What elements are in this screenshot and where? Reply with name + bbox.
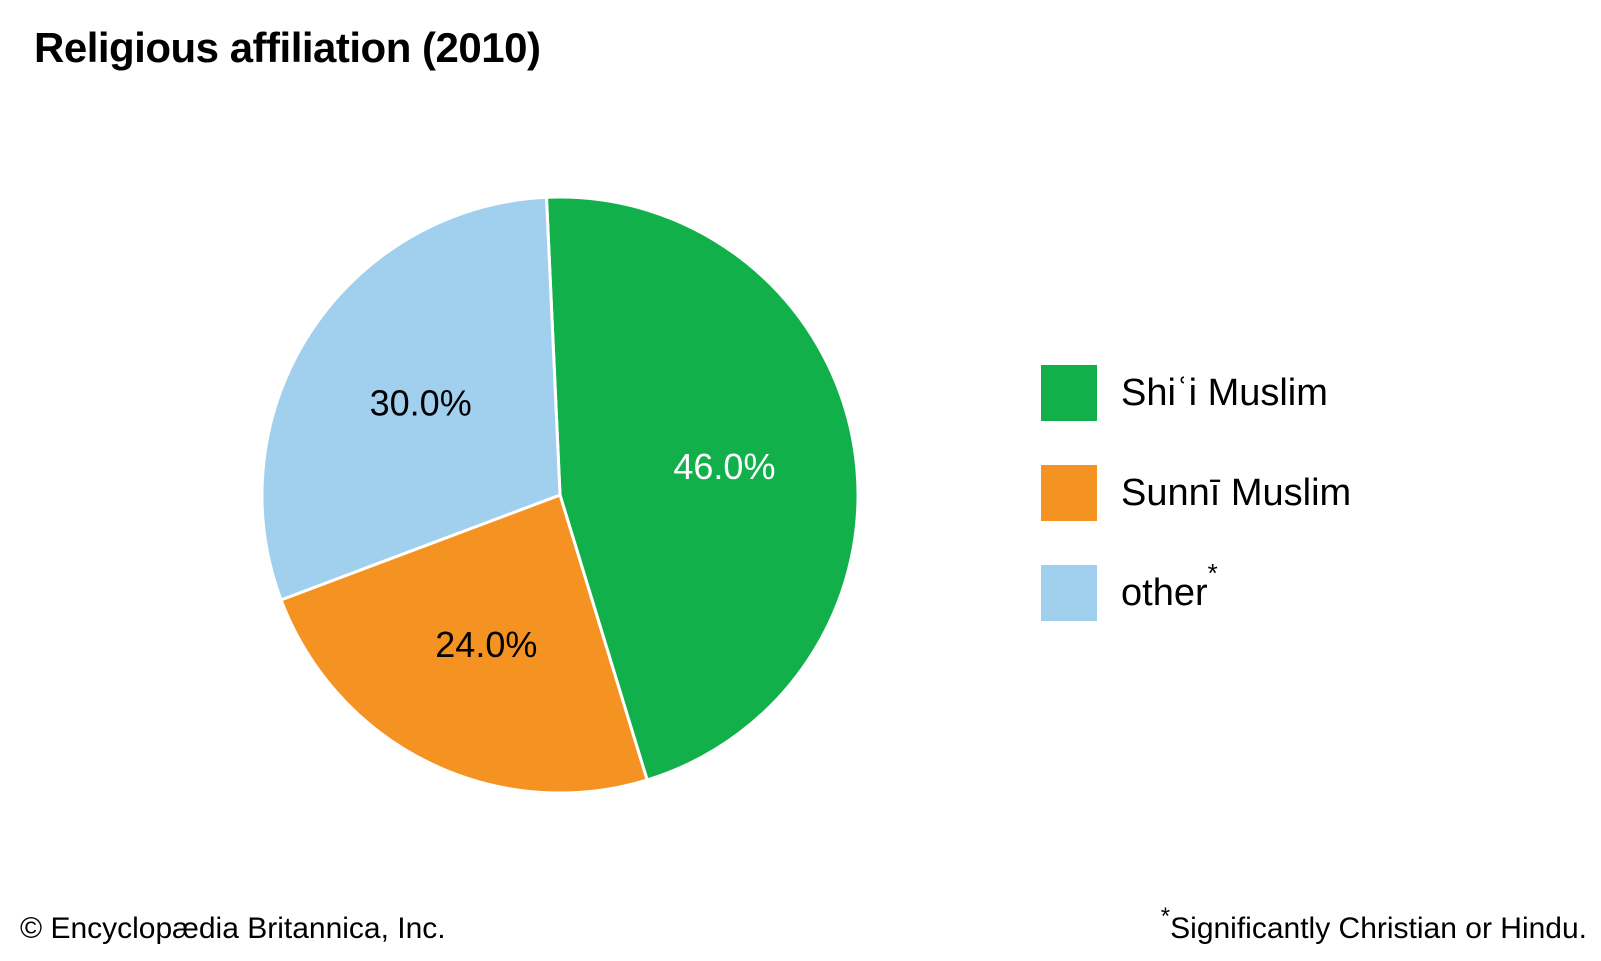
pie-label-other: 30.0%: [370, 383, 472, 424]
legend-swatch-other: [1041, 565, 1097, 621]
legend-swatch-shia: [1041, 365, 1097, 421]
legend-label-sunni: Sunnī Muslim: [1121, 471, 1352, 514]
footnote: *Significantly Christian or Hindu.: [1161, 903, 1587, 946]
legend: Shiʿi Muslim Sunnī Muslim other *: [1041, 365, 1351, 665]
footnote-text: Significantly Christian or Hindu.: [1170, 912, 1587, 945]
legend-label-shia: Shiʿi Muslim: [1121, 371, 1328, 414]
footnote-marker: *: [1160, 903, 1171, 930]
legend-label-other-wrap: other *: [1121, 558, 1218, 615]
pie-label-shia: 46.0%: [673, 446, 775, 487]
legend-swatch-sunni: [1041, 465, 1097, 521]
copyright-notice: © Encyclopædia Britannica, Inc.: [20, 912, 446, 945]
legend-label-other: other: [1121, 571, 1208, 614]
legend-item-other: other *: [1041, 558, 1351, 621]
legend-label-other-marker: *: [1207, 557, 1218, 588]
legend-item-shia: Shiʿi Muslim: [1041, 365, 1351, 421]
pie-slice-other: [260, 195, 562, 602]
pie-label-sunni: 24.0%: [435, 624, 537, 665]
legend-item-sunni: Sunnī Muslim: [1041, 465, 1351, 521]
pie-slice-shia: [544, 195, 860, 782]
pie-slice-sunni: [279, 493, 649, 795]
chart-title: Religious affiliation (2010): [34, 24, 541, 71]
